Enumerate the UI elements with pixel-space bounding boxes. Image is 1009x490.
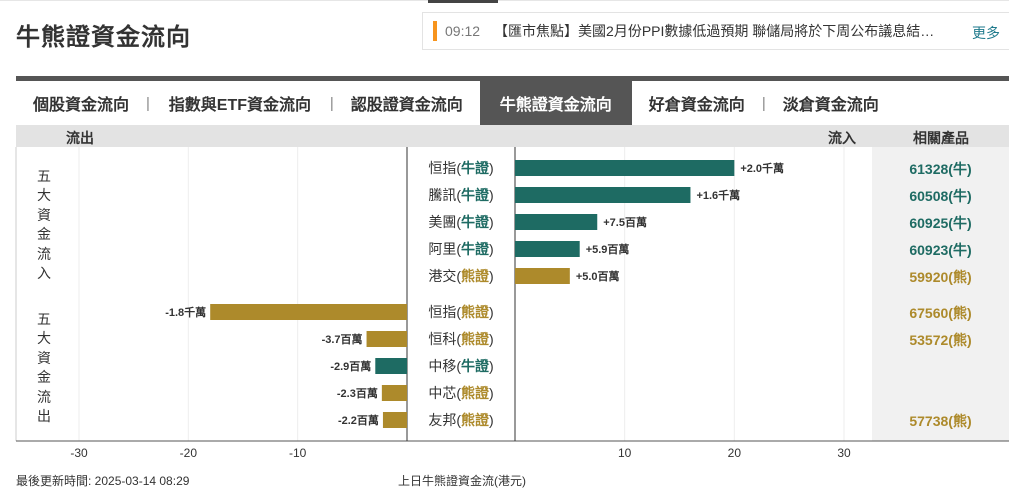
outflow-header: 流出 (66, 130, 94, 146)
column-header: 流出 流入 相關產品 (16, 125, 1009, 147)
tab-separator: | (329, 94, 334, 112)
inflow-value-label: +7.5百萬 (603, 215, 647, 229)
x-tick-label: 30 (837, 446, 851, 460)
x-tick-label: 20 (728, 446, 742, 460)
news-ticker[interactable]: 09:12 【匯市焦點】美國2月份PPI數據低過預期 聯儲局將於下周公布議息結…… (422, 12, 1009, 50)
ticker-accent (433, 21, 437, 41)
inflow-bar (515, 214, 598, 230)
related-product-link[interactable]: 57738(熊) (909, 413, 972, 429)
related-product-link[interactable]: 67560(熊) (909, 305, 972, 321)
top5-inflow-label: 五大資金流入 (37, 168, 51, 282)
outflow-bar (375, 358, 407, 374)
outflow-bar (366, 331, 407, 347)
outflow-value-label: -1.8千萬 (165, 305, 206, 319)
inflow-value-label: +5.0百萬 (576, 269, 620, 283)
inflow-bar (515, 241, 580, 257)
outflow-value-label: -2.3百萬 (337, 386, 378, 400)
last-updated-text: 最後更新時間: 2025-03-14 08:29 (16, 474, 190, 488)
stock-name-label: 港交(熊證) (428, 268, 493, 284)
stock-name-label: 中移(牛證) (428, 358, 493, 374)
tab-warrant-flow[interactable]: 認股證資金流向 (350, 97, 463, 114)
inflow-value-label: +5.9百萬 (586, 242, 630, 256)
inflow-bar (515, 160, 735, 176)
inflow-header: 流入 (828, 130, 856, 146)
related-product-link[interactable]: 61328(牛) (909, 161, 972, 177)
stock-name-label: 恒指(牛證) (428, 160, 493, 176)
products-header: 相關產品 (913, 130, 969, 146)
tabs-top-rule (16, 76, 1009, 81)
outflow-bar (381, 385, 407, 401)
related-product-link[interactable]: 60508(牛) (909, 188, 972, 204)
stock-name-label: 中芯(熊證) (428, 385, 493, 401)
top5-outflow-label: 五大資金流出 (37, 311, 51, 425)
related-product-link[interactable]: 59920(熊) (909, 269, 972, 285)
tab-separator: | (146, 94, 150, 112)
tab-bear-flow[interactable]: 淡倉資金流向 (782, 97, 879, 114)
ticker-time: 09:12 (445, 23, 481, 39)
x-tick-label: -10 (289, 446, 307, 460)
x-tick-label: -30 (70, 446, 88, 460)
tab-index-etf-flow[interactable]: 指數與ETF資金流向 (168, 97, 312, 114)
top-border (0, 0, 1009, 1)
inflow-value-label: +1.6千萬 (696, 188, 740, 202)
stock-name-label: 友邦(熊證) (428, 412, 493, 428)
related-product-link[interactable]: 60923(牛) (909, 242, 972, 258)
tab-separator: | (761, 94, 766, 112)
page-title: 牛熊證資金流向 (16, 24, 191, 51)
tab-bar: 個股資金流向 | 指數與ETF資金流向 | 認股證資金流向 牛熊證資金流向 好倉… (16, 81, 1009, 125)
tab-bull-flow[interactable]: 好倉資金流向 (648, 97, 745, 114)
outflow-bar (210, 304, 407, 320)
x-tick-label: -20 (180, 446, 198, 460)
ticker-more-link[interactable]: 更多 (972, 25, 1000, 41)
inflow-bar (515, 268, 570, 284)
stock-name-label: 恒指(熊證) (428, 304, 493, 320)
outflow-bar (382, 412, 407, 428)
related-product-link[interactable]: 53572(熊) (909, 332, 972, 348)
chart-x-axis-label: 上日牛熊證資金流(港元) (398, 474, 526, 488)
stock-name-label: 騰訊(牛證) (428, 187, 493, 203)
x-tick-label: 10 (618, 446, 632, 460)
outflow-value-label: -2.9百萬 (330, 359, 371, 373)
inflow-bar (515, 187, 691, 203)
related-product-link[interactable]: 60925(牛) (909, 215, 972, 231)
outflow-value-label: -3.7百萬 (322, 332, 363, 346)
inflow-value-label: +2.0千萬 (740, 161, 784, 175)
tab-cbbc-flow[interactable]: 牛熊證資金流向 (479, 81, 632, 125)
tab-stock-flow[interactable]: 個股資金流向 (32, 97, 129, 114)
stock-name-label: 阿里(牛證) (428, 241, 493, 257)
stock-name-label: 美團(牛證) (428, 214, 493, 230)
related-products-column: 61328(牛) 60508(牛) 60925(牛) 60923(牛) 59920(熊)… (872, 147, 1009, 441)
outflow-value-label: -2.2百萬 (338, 413, 379, 427)
top-accent-bar (428, 0, 498, 3)
stock-name-label: 恒科(熊證) (428, 331, 493, 347)
